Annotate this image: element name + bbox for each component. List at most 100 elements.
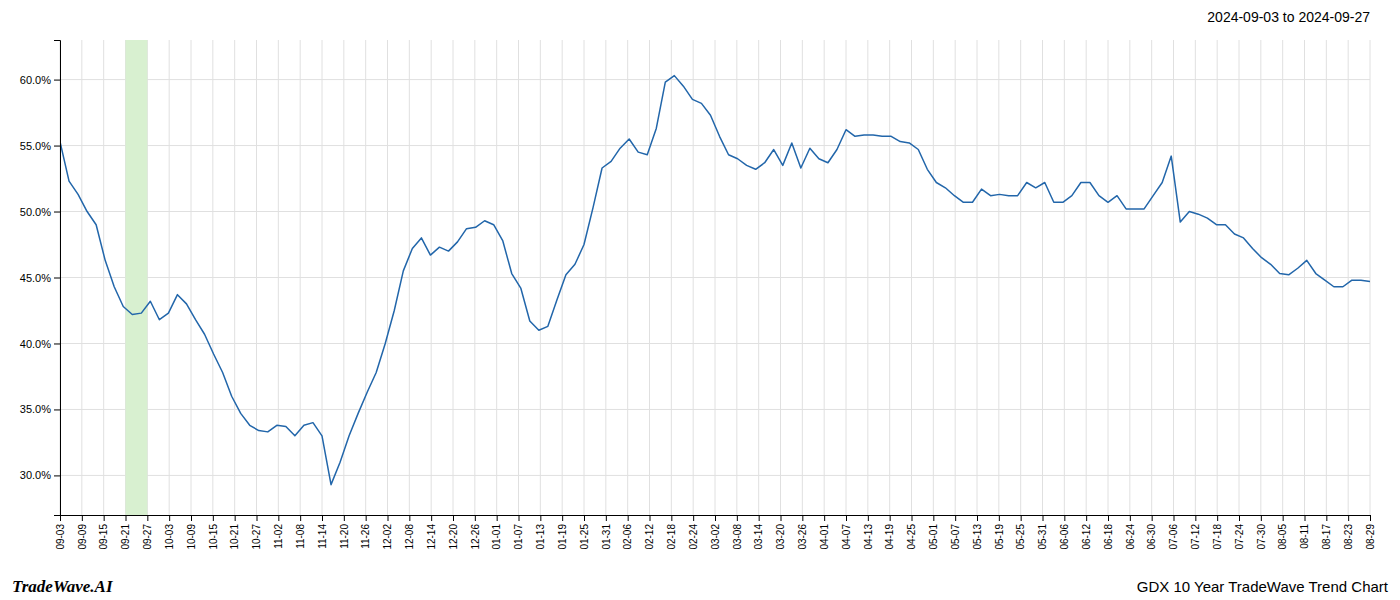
tick: 04-07: [841, 515, 852, 550]
tick-label: 03-14: [753, 524, 764, 550]
tick-mark: [54, 475, 60, 476]
tick-mark: [977, 515, 978, 521]
grid-line: [365, 40, 366, 515]
tick-label: 01-13: [535, 524, 546, 550]
tick: 08-29: [1365, 515, 1376, 550]
tick-label: 05-07: [950, 524, 961, 550]
tick: 02-18: [666, 515, 677, 550]
grid-line: [1173, 40, 1174, 515]
tick-label: 06-30: [1146, 524, 1157, 550]
grid-line: [431, 40, 432, 515]
grid-line: [212, 40, 213, 515]
tick-label: 08-11: [1299, 524, 1310, 549]
tick: 09-15: [98, 515, 109, 550]
tick-label: 09-09: [77, 524, 88, 550]
highlight-band: [126, 40, 148, 515]
grid-line: [1282, 40, 1283, 515]
grid-line: [802, 40, 803, 515]
tick: 01-13: [535, 515, 546, 550]
tick-label: 55.0%: [20, 140, 51, 152]
tick-label: 01-01: [491, 524, 502, 550]
tick-mark: [1217, 515, 1218, 521]
tick-mark: [235, 515, 236, 521]
tick-label: 06-18: [1103, 524, 1114, 550]
tick: 10-15: [208, 515, 219, 550]
grid-line: [1129, 40, 1130, 515]
grid-line: [234, 40, 235, 515]
tick-mark: [1305, 515, 1306, 521]
grid-line: [933, 40, 934, 515]
grid-line: [409, 40, 410, 515]
tick-label: 12-02: [382, 524, 393, 550]
grid-line: [736, 40, 737, 515]
tick-mark: [540, 515, 541, 521]
grid-line: [169, 40, 170, 515]
tick-mark: [213, 515, 214, 521]
tick: 11-26: [360, 515, 371, 549]
tick: 05-01: [928, 515, 939, 550]
grid-line: [540, 40, 541, 515]
grid-line: [191, 40, 192, 515]
tick: 03-08: [732, 515, 743, 550]
tick-label: 11-14: [317, 524, 328, 549]
grid-line: [1064, 40, 1065, 515]
grid-line: [911, 40, 912, 515]
tick-label: 05-19: [994, 524, 1005, 550]
tick-label: 12-14: [426, 524, 437, 550]
tick-label: 01-25: [579, 524, 590, 550]
tick-mark: [1370, 515, 1371, 521]
tick-label: 03-02: [710, 524, 721, 550]
grid-line: [474, 40, 475, 515]
tick-mark: [955, 515, 956, 521]
grid-line: [846, 40, 847, 515]
tick: 04-19: [884, 515, 895, 550]
tick-label: 02-18: [666, 524, 677, 550]
tick-mark: [1130, 515, 1131, 521]
tick-mark: [54, 146, 60, 147]
tick: 11-08: [295, 515, 306, 549]
tick-mark: [759, 515, 760, 521]
grid: [60, 40, 1370, 515]
grid-line: [1304, 40, 1305, 515]
tick: 12-14: [426, 515, 437, 550]
tick: 01-07: [513, 515, 524, 550]
tick-mark: [802, 515, 803, 521]
tick: 10-09: [186, 515, 197, 550]
tick: 06-12: [1081, 515, 1092, 550]
tick-mark: [257, 515, 258, 521]
grid-line: [518, 40, 519, 515]
tick-mark: [431, 515, 432, 521]
tick-label: 04-07: [841, 524, 852, 550]
tick: 09-21: [120, 515, 131, 550]
grid-line: [627, 40, 628, 515]
grid-line: [103, 40, 104, 515]
tick: 11-20: [339, 515, 350, 549]
grid-line: [758, 40, 759, 515]
tick: 01-25: [579, 515, 590, 550]
tick-mark: [1283, 515, 1284, 521]
tick: 60.0%: [20, 74, 60, 86]
tick: 06-18: [1103, 515, 1114, 550]
grid-line: [1020, 40, 1021, 515]
tick-label: 09-27: [142, 524, 153, 550]
tick-mark: [54, 212, 60, 213]
tick-label: 05-13: [972, 524, 983, 550]
tick-mark: [1152, 515, 1153, 521]
tick-mark: [54, 278, 60, 279]
tick: 10-21: [229, 515, 240, 550]
grid-line: [715, 40, 716, 515]
grid-line: [496, 40, 497, 515]
tick: 03-26: [797, 515, 808, 550]
tick-label: 10-27: [251, 524, 262, 550]
tick: 04-25: [906, 515, 917, 550]
tick-mark: [82, 515, 83, 521]
line: [60, 76, 1370, 485]
tick-mark: [54, 409, 60, 410]
grid-line: [1108, 40, 1109, 515]
grid-line: [649, 40, 650, 515]
tick-mark: [1348, 515, 1349, 521]
tick: 07-24: [1234, 515, 1245, 550]
footer-left: TradeWave.AI: [12, 577, 114, 596]
tick-mark: [1239, 515, 1240, 521]
tick-label: 06-06: [1059, 524, 1070, 550]
